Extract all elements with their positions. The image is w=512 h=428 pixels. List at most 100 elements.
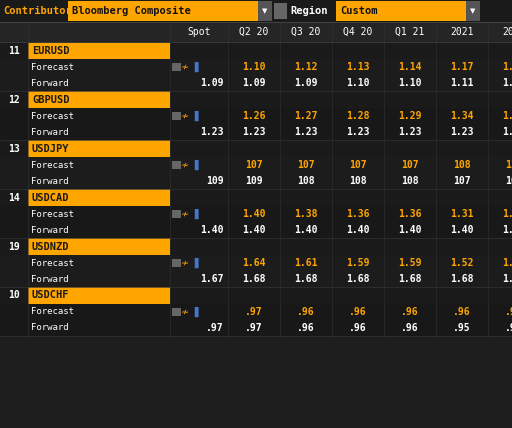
Text: ▐: ▐: [190, 62, 198, 72]
Text: Contributor: Contributor: [3, 6, 72, 16]
Text: .96: .96: [297, 323, 315, 333]
Text: 1.13: 1.13: [346, 62, 370, 72]
Bar: [28, 42, 170, 59]
Text: Forecast: Forecast: [31, 62, 74, 71]
Bar: [0, 189, 512, 206]
Text: 19: 19: [8, 241, 20, 252]
Text: ▐: ▐: [190, 258, 198, 268]
Bar: [0, 206, 512, 222]
Text: ▼: ▼: [262, 8, 268, 14]
Text: 1.33: 1.33: [502, 111, 512, 121]
Text: Spot: Spot: [187, 27, 211, 37]
Bar: [0, 140, 512, 157]
Text: ▐: ▐: [190, 307, 198, 317]
Text: 1.23: 1.23: [502, 127, 512, 137]
Text: 1.68: 1.68: [398, 274, 422, 284]
Text: 1.12: 1.12: [502, 78, 512, 88]
Text: USDJPY: USDJPY: [32, 143, 70, 154]
Text: Forecast: Forecast: [31, 259, 74, 268]
Bar: [0, 304, 512, 320]
Bar: [336, 1, 466, 21]
Text: 108: 108: [401, 176, 419, 186]
Text: 1.09: 1.09: [201, 78, 224, 88]
Text: 1.38: 1.38: [294, 209, 318, 219]
Text: .96: .96: [453, 307, 471, 317]
Text: 1.10: 1.10: [398, 78, 422, 88]
Text: .96: .96: [349, 323, 367, 333]
Text: 1.61: 1.61: [294, 258, 318, 268]
Bar: [0, 42, 512, 59]
Text: ▐: ▐: [190, 209, 198, 219]
Text: 108: 108: [453, 160, 471, 170]
Bar: [28, 91, 170, 108]
Text: 1.69: 1.69: [502, 274, 512, 284]
Text: 1.23: 1.23: [450, 127, 474, 137]
Bar: [172, 308, 181, 316]
Text: .94: .94: [505, 323, 512, 333]
Text: 1.68: 1.68: [346, 274, 370, 284]
Text: 111: 111: [505, 160, 512, 170]
Text: 107: 107: [401, 160, 419, 170]
Text: ≁: ≁: [181, 160, 189, 170]
Text: 13: 13: [8, 143, 20, 154]
Text: Custom: Custom: [340, 6, 377, 16]
Text: 1.23: 1.23: [201, 127, 224, 137]
Text: 1.23: 1.23: [398, 127, 422, 137]
Text: 1.40: 1.40: [242, 225, 266, 235]
Text: 108: 108: [349, 176, 367, 186]
Bar: [28, 140, 170, 157]
Text: 1.23: 1.23: [294, 127, 318, 137]
Text: Forward: Forward: [31, 78, 69, 87]
Text: 1.10: 1.10: [346, 78, 370, 88]
Bar: [0, 238, 512, 255]
Text: 107: 107: [297, 160, 315, 170]
Bar: [172, 210, 181, 218]
Text: 1.27: 1.27: [294, 111, 318, 121]
Bar: [0, 22, 512, 42]
Bar: [0, 173, 512, 189]
Text: Region: Region: [290, 6, 328, 16]
Bar: [172, 63, 181, 71]
Text: 1.28: 1.28: [346, 111, 370, 121]
Text: Q3 20: Q3 20: [291, 27, 321, 37]
Text: 1.36: 1.36: [398, 209, 422, 219]
Text: Forward: Forward: [31, 274, 69, 283]
Text: 1.23: 1.23: [346, 127, 370, 137]
Text: 2022: 2022: [502, 27, 512, 37]
Bar: [0, 59, 512, 75]
Text: 10: 10: [8, 291, 20, 300]
Text: 109: 109: [245, 176, 263, 186]
Text: 1.40: 1.40: [450, 225, 474, 235]
Bar: [0, 320, 512, 336]
Bar: [172, 112, 181, 120]
Bar: [466, 1, 480, 21]
Text: 11: 11: [8, 45, 20, 56]
Bar: [0, 75, 512, 91]
Text: USDNZD: USDNZD: [32, 241, 70, 252]
Text: ≁: ≁: [181, 111, 189, 121]
Text: 1.47: 1.47: [502, 258, 512, 268]
Text: 1.40: 1.40: [398, 225, 422, 235]
Text: 1.67: 1.67: [201, 274, 224, 284]
Text: 1.41: 1.41: [502, 225, 512, 235]
Bar: [0, 255, 512, 271]
Bar: [0, 0, 512, 22]
Text: 1.09: 1.09: [242, 78, 266, 88]
Text: 1.64: 1.64: [242, 258, 266, 268]
Text: 107: 107: [453, 176, 471, 186]
Bar: [0, 108, 512, 124]
Text: Forecast: Forecast: [31, 160, 74, 169]
Text: 106: 106: [505, 176, 512, 186]
Bar: [28, 238, 170, 255]
Text: 1.36: 1.36: [346, 209, 370, 219]
Text: Bloomberg Composite: Bloomberg Composite: [72, 6, 191, 16]
Bar: [28, 287, 170, 304]
Text: 1.11: 1.11: [450, 78, 474, 88]
Bar: [172, 259, 181, 267]
Text: 1.59: 1.59: [398, 258, 422, 268]
Text: 1.59: 1.59: [346, 258, 370, 268]
Text: Forward: Forward: [31, 324, 69, 333]
Text: 1.31: 1.31: [502, 209, 512, 219]
Text: 12: 12: [8, 95, 20, 104]
Text: 1.29: 1.29: [398, 111, 422, 121]
